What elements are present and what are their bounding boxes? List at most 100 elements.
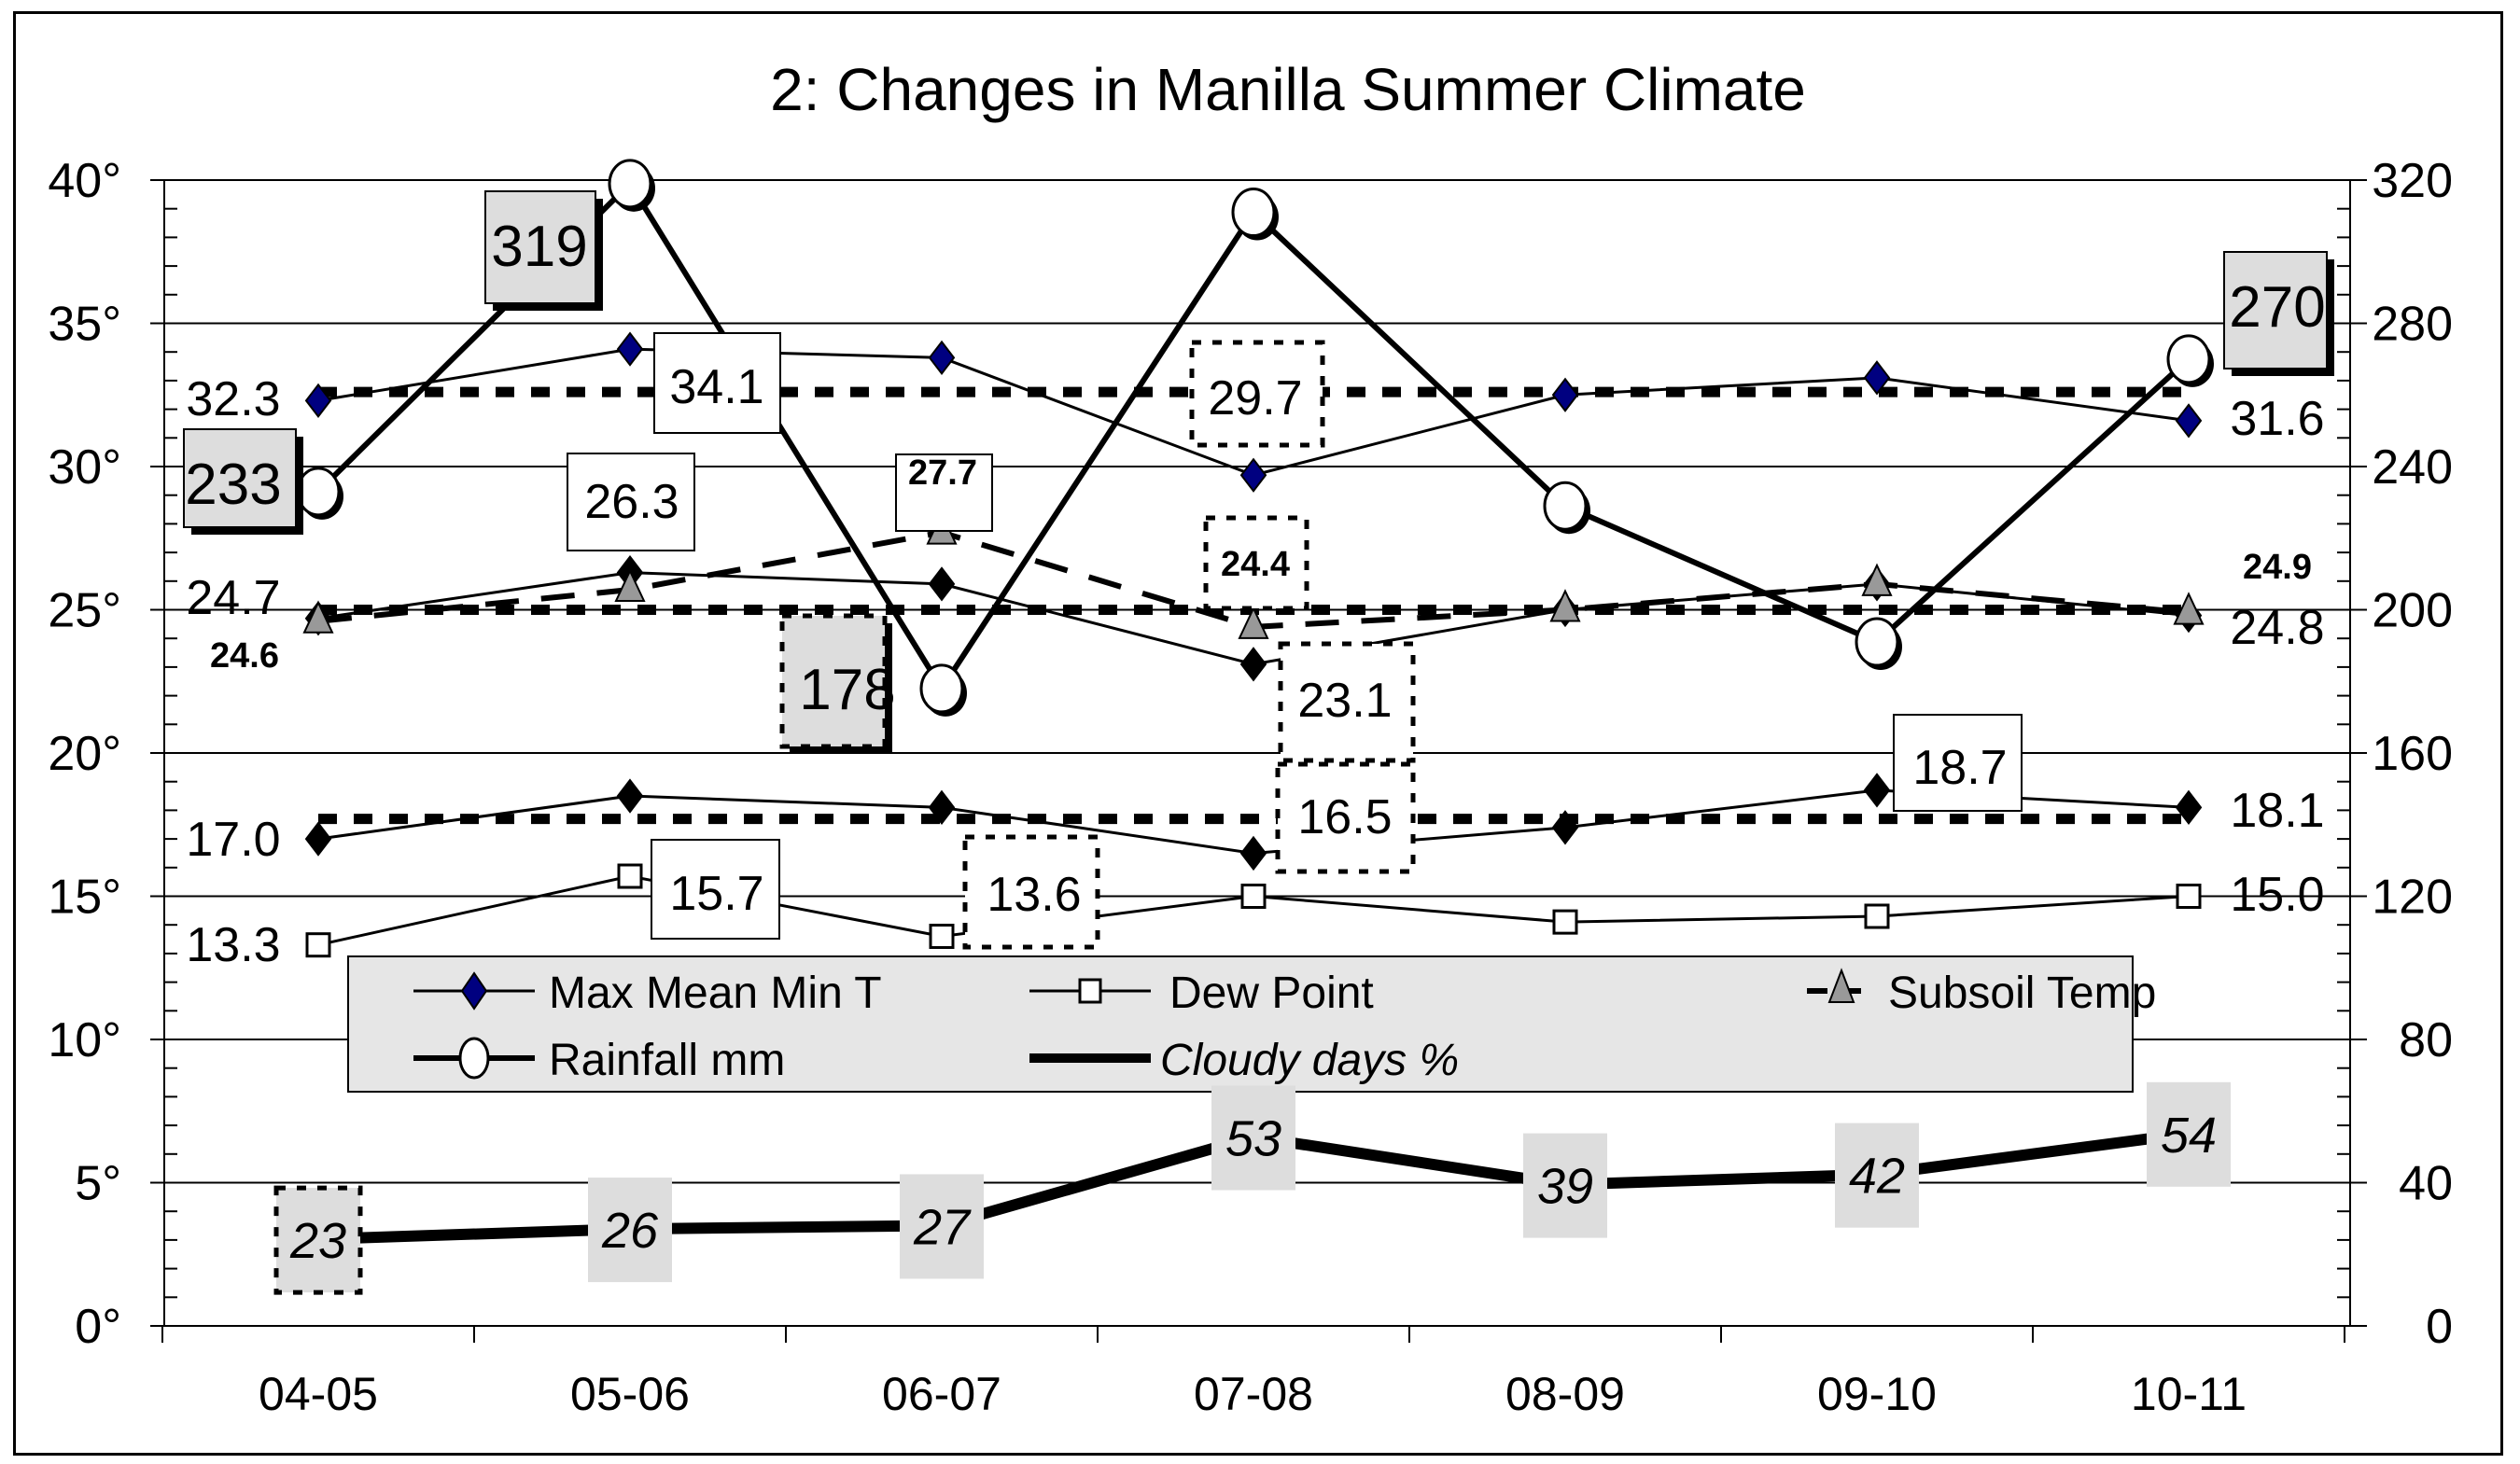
- circle-marker: [296, 467, 341, 517]
- chart-frame: [13, 11, 2503, 1456]
- legend-label: Cloudy days %: [1160, 1036, 1459, 1085]
- x-tick-label: 10-11: [2131, 1368, 2247, 1420]
- circle-marker: [1231, 188, 1276, 238]
- left-tick-label: 10°: [48, 1013, 121, 1067]
- right-tick-label: 80: [2399, 1013, 2453, 1067]
- square-marker: [1240, 884, 1267, 909]
- data-label: 15.0: [2230, 868, 2324, 922]
- diamond-marker: [1239, 647, 1267, 682]
- left-tick-label: 5°: [75, 1157, 121, 1211]
- triangle-marker: [614, 568, 646, 603]
- left-tick-label: 30°: [48, 440, 121, 495]
- data-label: 26: [601, 1203, 659, 1259]
- label-box: [1835, 1122, 1919, 1228]
- diamond-marker: [1551, 377, 1579, 412]
- label-box: [1278, 641, 1416, 763]
- diamond-icon: [460, 971, 488, 1011]
- data-labels: 32.3 34.1 29.7 31.6 24.7 26.3 23.1 24.8 17.0 16.5…: [183, 190, 2334, 1295]
- right-tick-label: 320: [2372, 154, 2453, 208]
- left-tick-label: 15°: [48, 871, 121, 925]
- data-label: 24.7: [186, 571, 280, 625]
- label-box: [779, 613, 888, 749]
- square-marker: [1864, 903, 1890, 929]
- triangle-marker: [1238, 606, 1269, 639]
- series-lines: [296, 159, 2214, 1246]
- data-label: 26.3: [584, 475, 679, 529]
- circle-marker: [608, 159, 652, 209]
- diamond-marker: [2175, 789, 2203, 825]
- x-tick-label: 07-08: [1194, 1368, 1313, 1420]
- data-label: 39: [1537, 1159, 1593, 1215]
- square-marker: [617, 863, 643, 889]
- label-box: [2147, 1081, 2231, 1187]
- left-tick-label: 40°: [48, 154, 121, 208]
- legend-label: Subsoil Temp: [1888, 969, 2156, 1018]
- diamond-marker: [304, 383, 332, 419]
- label-box: [273, 1185, 363, 1295]
- label-box: [1523, 1133, 1607, 1238]
- data-label: 24.4: [1221, 545, 1290, 584]
- circle-marker: [2166, 334, 2211, 384]
- chart-title: 2: Changes in Manilla Summer Climate: [770, 56, 1806, 123]
- data-label: 31.6: [2230, 392, 2324, 446]
- diamond-marker: [928, 789, 956, 825]
- diamond-marker: [304, 821, 332, 857]
- axes: 0° 0 5° 40 10° 80 15° 120 20° 160 25° 200 30° 240 35° 2…: [48, 154, 2453, 1420]
- right-tick-label: 160: [2372, 727, 2453, 781]
- triangle-marker: [1861, 563, 1893, 596]
- diamond-marker: [1239, 457, 1267, 493]
- label-box: [588, 1178, 672, 1283]
- data-label: 23.1: [1297, 674, 1392, 728]
- x-tick-label: 08-09: [1505, 1368, 1625, 1420]
- label-box: [183, 428, 297, 528]
- legend-label: Dew Point: [1169, 969, 1374, 1018]
- data-label: 27: [913, 1199, 972, 1255]
- x-tick-label: 04-05: [259, 1368, 378, 1420]
- square-marker: [929, 923, 955, 949]
- label-box: [900, 1174, 984, 1279]
- data-label: 233: [185, 453, 281, 517]
- square-icon: [1078, 978, 1102, 1004]
- left-tick-label: 35°: [48, 298, 121, 352]
- data-label: 24.6: [210, 636, 279, 676]
- left-tick-label: 25°: [48, 584, 121, 638]
- label-box: [962, 834, 1100, 950]
- left-tick-label: 0°: [75, 1300, 121, 1354]
- label-box: [1203, 515, 1309, 611]
- diamond-marker: [1551, 810, 1579, 845]
- data-label: 17.0: [186, 813, 280, 867]
- data-label: 24.8: [2230, 601, 2324, 655]
- right-tick-label: 280: [2372, 298, 2453, 352]
- diamond-marker: [1863, 773, 1891, 808]
- data-label: 319: [491, 215, 587, 279]
- triangle-icon: [1827, 968, 1855, 1003]
- square-marker: [1552, 909, 1578, 935]
- right-tick-label: 120: [2372, 871, 2453, 925]
- data-label: 270: [2229, 275, 2325, 340]
- triangle-marker: [1549, 589, 1581, 622]
- label-box: [567, 453, 695, 551]
- diamond-marker: [616, 331, 644, 367]
- legend: Max Mean Min T Dew Point Subsoil Temp Rainf…: [347, 955, 2156, 1093]
- label-box: [1211, 1085, 1295, 1191]
- data-label: 53: [1225, 1110, 1281, 1166]
- legend-label: Max Mean Min T: [549, 969, 882, 1018]
- diamond-marker: [928, 566, 956, 602]
- right-tick-label: 240: [2372, 440, 2453, 495]
- triangle-marker: [302, 600, 334, 634]
- data-label: 29.7: [1208, 371, 1302, 425]
- data-label: 13.6: [987, 868, 1081, 922]
- x-tick-label: 09-10: [1817, 1368, 1937, 1420]
- label-box: [484, 190, 596, 304]
- label-box: [895, 453, 993, 532]
- data-label: 27.7: [908, 453, 977, 493]
- data-label: 13.3: [186, 918, 280, 972]
- right-tick-label: 200: [2372, 584, 2453, 638]
- left-tick-label: 20°: [48, 727, 121, 781]
- data-label: 18.7: [1912, 741, 2007, 795]
- diamond-marker: [1863, 360, 1891, 396]
- data-label: 178: [799, 658, 895, 722]
- label-box: [651, 839, 780, 940]
- triangle-marker: [2173, 592, 2205, 625]
- square-marker: [305, 932, 331, 958]
